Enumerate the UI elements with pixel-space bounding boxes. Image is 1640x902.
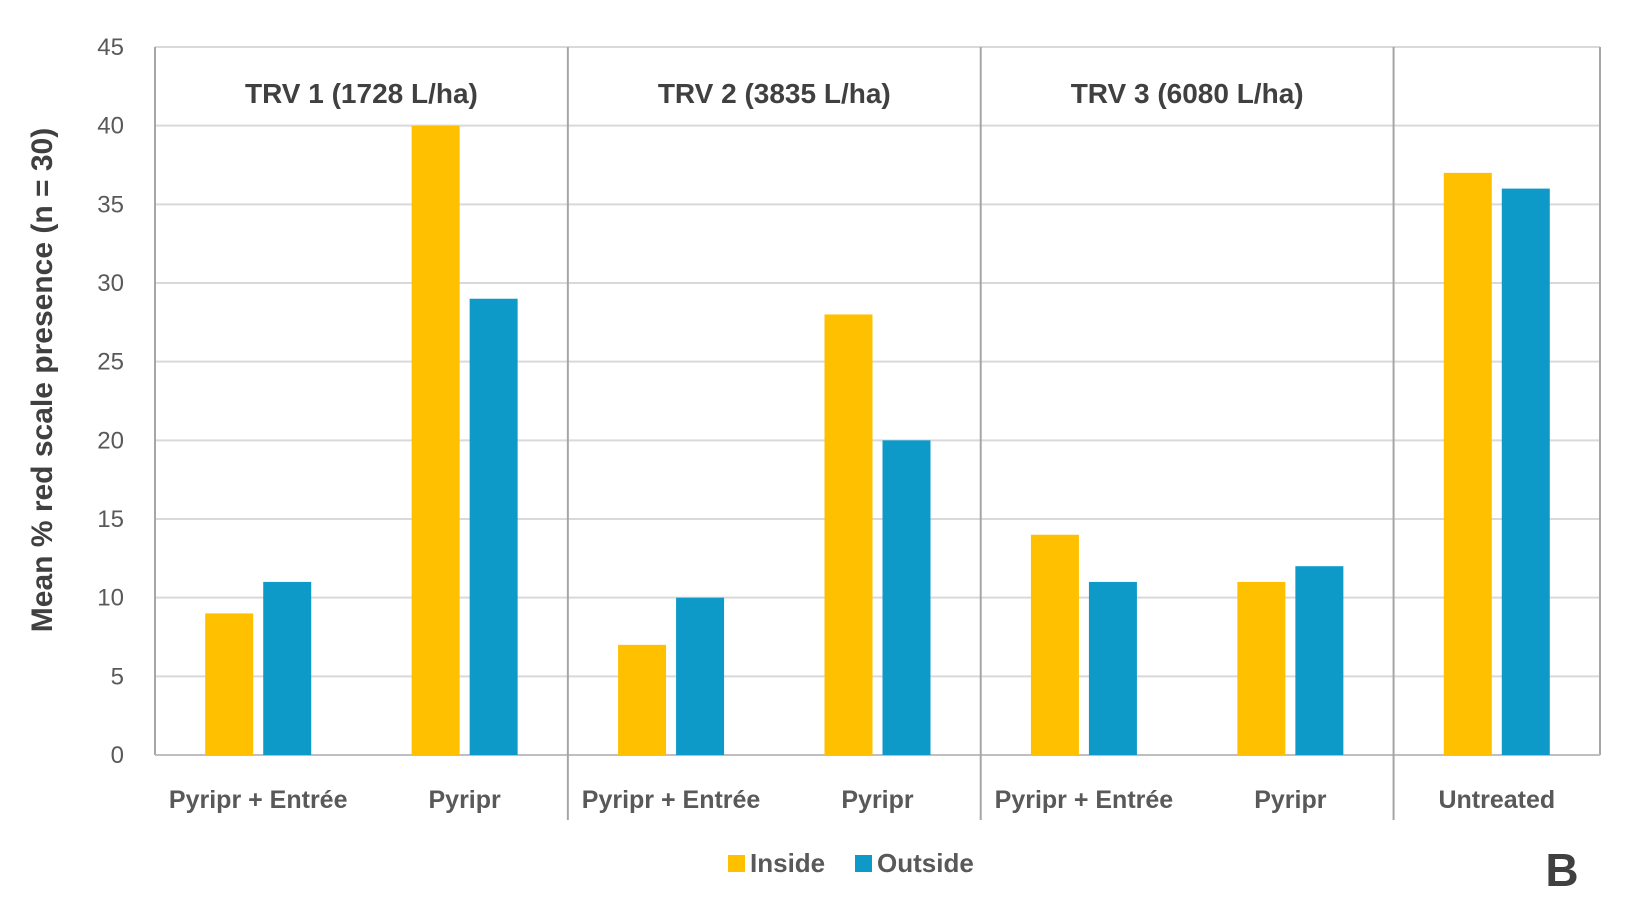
category-label: Pyripr bbox=[841, 786, 914, 814]
y-tick-label: 5 bbox=[111, 663, 124, 690]
bar-inside bbox=[618, 644, 667, 755]
legend-entry: Inside bbox=[750, 848, 825, 878]
legend-swatch bbox=[855, 855, 872, 872]
legend-swatch bbox=[728, 855, 745, 872]
y-tick-label: 30 bbox=[97, 270, 124, 297]
group-title: TRV 3 (6080 L/ha) bbox=[1071, 78, 1304, 109]
category-labels: Pyripr + Entrée Pyripr Pyripr + Entrée Pyri… bbox=[169, 786, 1555, 814]
bar-inside bbox=[1237, 581, 1286, 755]
category-label: Pyripr bbox=[429, 786, 502, 814]
group-title: TRV 2 (3835 L/ha) bbox=[658, 78, 891, 109]
bar-inside bbox=[824, 314, 873, 755]
group-titles: TRV 1 (1728 L/ha) TRV 2 (3835 L/ha) TRV 3 … bbox=[245, 78, 1304, 109]
category-label: Pyripr + Entrée bbox=[995, 786, 1174, 814]
y-tick-label: 45 bbox=[97, 34, 124, 61]
bar-outside bbox=[882, 440, 931, 755]
gridlines bbox=[155, 46, 1600, 756]
group-separators bbox=[154, 47, 1601, 820]
category-label: Pyripr + Entrée bbox=[582, 786, 761, 814]
y-tick-label: 0 bbox=[111, 742, 124, 769]
group-title: TRV 1 (1728 L/ha) bbox=[245, 78, 478, 109]
category-label: Pyripr bbox=[1254, 786, 1327, 814]
bar-inside bbox=[1030, 534, 1079, 755]
y-axis-title: Mean % red scale presence (n = 30) bbox=[26, 128, 59, 632]
y-tick-label: 20 bbox=[97, 427, 124, 454]
y-tick-labels: 0 5 10 15 20 25 30 35 40 45 bbox=[97, 34, 124, 769]
y-tick-label: 25 bbox=[97, 349, 124, 376]
y-tick-label: 10 bbox=[97, 585, 124, 612]
category-label: Pyripr + Entrée bbox=[169, 786, 348, 814]
bars bbox=[205, 125, 1550, 756]
bar-outside bbox=[1088, 581, 1137, 755]
y-tick-label: 15 bbox=[97, 506, 124, 533]
category-label: Untreated bbox=[1438, 786, 1555, 814]
bar-outside bbox=[676, 597, 725, 755]
bar-inside bbox=[411, 125, 460, 755]
bar-outside bbox=[263, 581, 312, 755]
panel-label: B bbox=[1545, 844, 1578, 896]
y-tick-label: 35 bbox=[97, 191, 124, 218]
legend-entry: Outside bbox=[877, 848, 974, 878]
bar-outside bbox=[469, 298, 518, 755]
legend: Inside Outside bbox=[728, 848, 974, 878]
bar-outside bbox=[1501, 188, 1550, 756]
bar-inside bbox=[205, 613, 254, 755]
bar-inside bbox=[1443, 172, 1492, 755]
y-tick-label: 40 bbox=[97, 113, 124, 140]
bar-outside bbox=[1295, 566, 1344, 755]
